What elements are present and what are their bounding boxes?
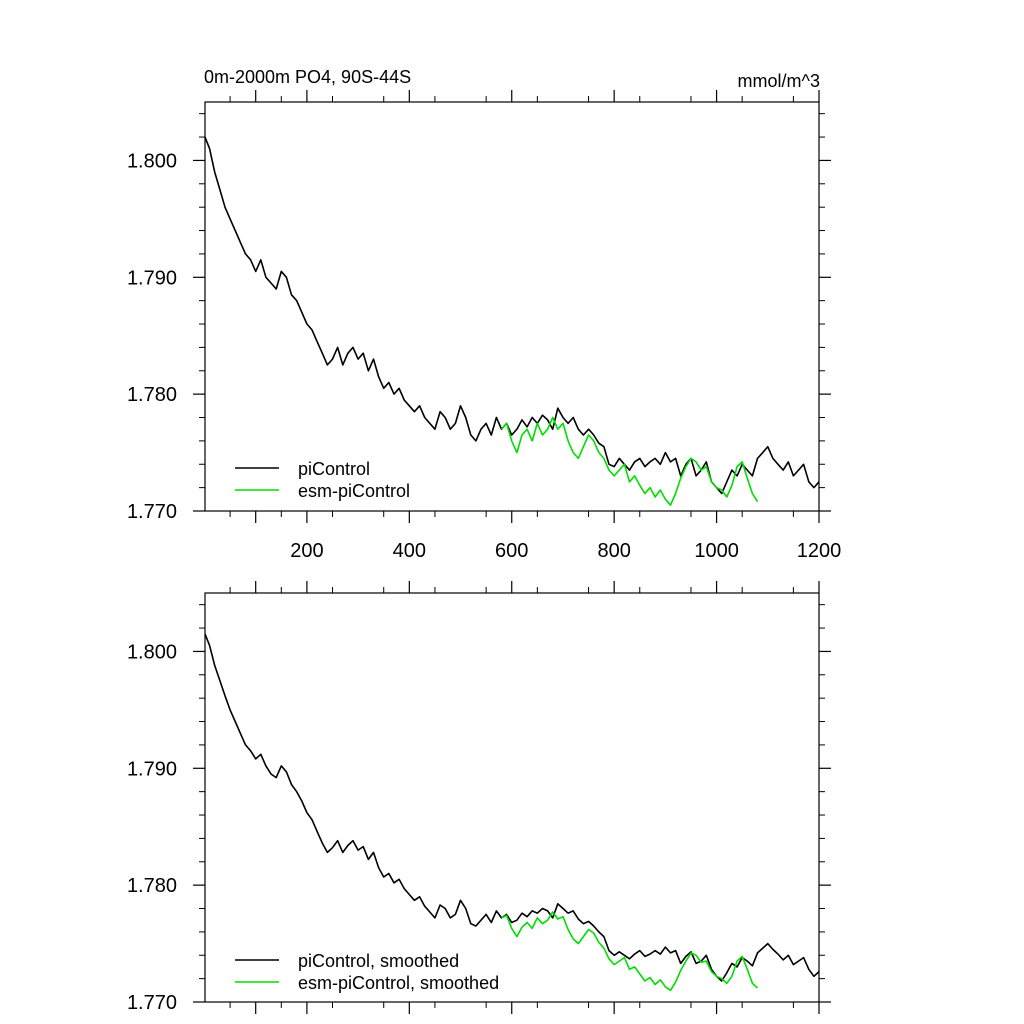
bottom-minor-ticks bbox=[199, 587, 825, 1008]
top-x-axis: 200 400 600 800 1000 1200 bbox=[255, 90, 842, 562]
y-tick-label: 1.790 bbox=[127, 758, 177, 780]
top-legend: piControl esm-piControl bbox=[235, 459, 410, 501]
top-panel: 0m-2000m PO4, 90S-44S mmol/m^3 200 400 600… bbox=[127, 67, 841, 562]
x-tick-label: 600 bbox=[495, 540, 528, 562]
top-panel-title: 0m-2000m PO4, 90S-44S bbox=[204, 67, 411, 87]
legend-label-picontrol-smoothed: piControl, smoothed bbox=[298, 951, 459, 971]
bottom-plot-frame bbox=[204, 592, 820, 1003]
x-tick-label: 400 bbox=[393, 540, 426, 562]
legend-label-esm-picontrol-smoothed: esm-piControl, smoothed bbox=[298, 973, 499, 993]
series-line-esm-picontrol bbox=[500, 416, 759, 506]
x-tick-label: 1200 bbox=[797, 540, 842, 562]
y-tick-label: 1.780 bbox=[127, 384, 177, 406]
bottom-legend: piControl, smoothed esm-piControl, smoot… bbox=[235, 951, 499, 993]
x-tick-label: 200 bbox=[290, 540, 323, 562]
x-tick-label: 1000 bbox=[694, 540, 739, 562]
top-y-axis: 1.770 1.780 1.790 1.800 bbox=[127, 150, 831, 523]
top-minor-ticks bbox=[199, 96, 825, 517]
bottom-y-axis: 1.770 1.780 1.790 1.800 bbox=[127, 641, 831, 1014]
y-tick-label: 1.770 bbox=[127, 501, 177, 523]
series-line-esm-picontrol-smoothed bbox=[501, 911, 759, 992]
legend-label-esm-picontrol: esm-piControl bbox=[298, 481, 410, 501]
y-tick-label: 1.800 bbox=[127, 641, 177, 663]
top-panel-units: mmol/m^3 bbox=[738, 71, 820, 91]
y-tick-label: 1.770 bbox=[127, 992, 177, 1014]
y-tick-label: 1.800 bbox=[127, 150, 177, 172]
y-tick-label: 1.780 bbox=[127, 875, 177, 897]
bottom-series-group bbox=[204, 633, 820, 992]
y-tick-label: 1.790 bbox=[127, 267, 177, 289]
x-tick-label: 800 bbox=[597, 540, 630, 562]
top-plot-frame bbox=[204, 101, 820, 512]
legend-label-picontrol: piControl bbox=[298, 459, 370, 479]
bottom-x-axis bbox=[255, 581, 820, 1014]
top-series-group bbox=[204, 136, 820, 506]
bottom-panel: 1.770 1.780 1.790 1.800 piControl, smoothed… bbox=[127, 581, 831, 1014]
